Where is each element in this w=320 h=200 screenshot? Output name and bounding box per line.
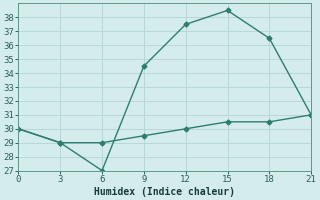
X-axis label: Humidex (Indice chaleur): Humidex (Indice chaleur) bbox=[94, 186, 235, 197]
